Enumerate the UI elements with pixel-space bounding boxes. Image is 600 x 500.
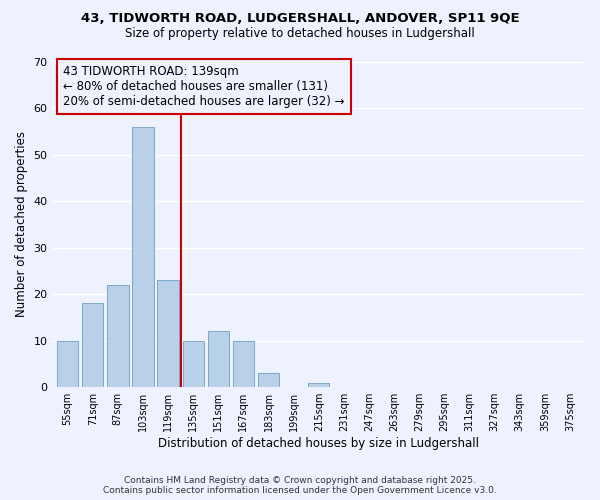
Bar bbox=[182, 340, 204, 387]
Text: 43, TIDWORTH ROAD, LUDGERSHALL, ANDOVER, SP11 9QE: 43, TIDWORTH ROAD, LUDGERSHALL, ANDOVER,… bbox=[80, 12, 520, 26]
Bar bbox=[57, 340, 78, 387]
Bar bbox=[132, 126, 154, 387]
Bar bbox=[233, 340, 254, 387]
Text: Contains HM Land Registry data © Crown copyright and database right 2025.
Contai: Contains HM Land Registry data © Crown c… bbox=[103, 476, 497, 495]
Bar bbox=[157, 280, 179, 387]
Bar bbox=[107, 285, 128, 387]
Y-axis label: Number of detached properties: Number of detached properties bbox=[15, 132, 28, 318]
Bar bbox=[208, 332, 229, 387]
Bar bbox=[308, 382, 329, 387]
Text: 43 TIDWORTH ROAD: 139sqm
← 80% of detached houses are smaller (131)
20% of semi-: 43 TIDWORTH ROAD: 139sqm ← 80% of detach… bbox=[63, 65, 344, 108]
Bar bbox=[258, 373, 279, 387]
Text: Size of property relative to detached houses in Ludgershall: Size of property relative to detached ho… bbox=[125, 28, 475, 40]
X-axis label: Distribution of detached houses by size in Ludgershall: Distribution of detached houses by size … bbox=[158, 437, 479, 450]
Bar bbox=[82, 304, 103, 387]
